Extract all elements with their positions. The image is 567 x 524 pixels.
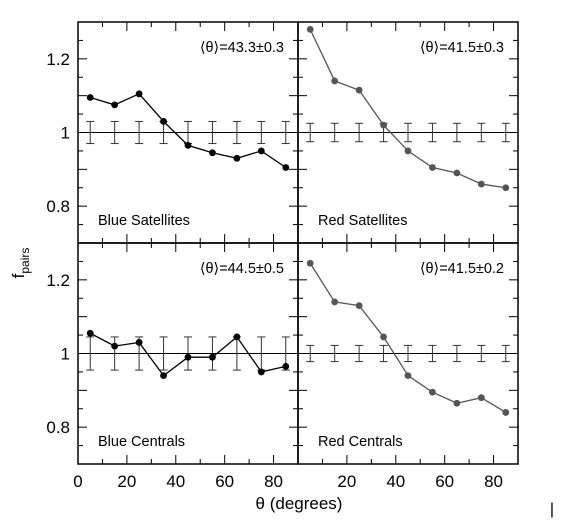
panel-label: Blue Satellites (98, 213, 190, 229)
data-point (135, 90, 143, 98)
y-tick-label: 1 (61, 345, 70, 364)
x-tick-label: 60 (435, 472, 454, 491)
data-point (306, 25, 314, 33)
x-tick-label: 60 (215, 472, 234, 491)
data-point (355, 86, 363, 94)
x-axis-title: θ (degrees) (256, 494, 343, 513)
data-point (453, 169, 461, 177)
y-tick-label: 0.8 (46, 197, 70, 216)
stray-mark: | (550, 501, 554, 518)
data-point (477, 394, 485, 402)
series-line (309, 262, 507, 413)
panel-top-left: 0.8 1 1.2 Blue Satellites ⟨θ⟩=43.3±0.3 (46, 21, 299, 244)
data-point (282, 164, 290, 171)
x-tick-label: 40 (386, 472, 405, 491)
x-tick-label: 80 (264, 472, 283, 491)
x-tick-label: 0 (73, 472, 82, 491)
y-axis-title-sub: pairs (18, 248, 32, 274)
data-point (404, 372, 412, 379)
data-point (331, 298, 339, 306)
data-point (86, 329, 94, 337)
x-tick-label: 40 (166, 472, 185, 491)
data-point (380, 333, 387, 341)
y-tick-label: 0.8 (46, 418, 70, 437)
data-point (429, 388, 436, 396)
panel-bottom-left: 0.8 1 1.2 0 20 40 60 80 Blue Centrals ⟨θ⟩=44.5±0.… (46, 242, 299, 491)
panel-top-right: Red Satellites ⟨θ⟩=41.5±0.3 (297, 21, 519, 244)
data-point (233, 333, 241, 341)
y-tick-label: 1.2 (46, 50, 70, 69)
data-point (380, 121, 387, 129)
data-point (184, 353, 192, 361)
mean-theta-annotation: ⟨θ⟩=43.3±0.3 (200, 40, 284, 56)
data-point (111, 342, 119, 350)
data-point (257, 368, 265, 376)
data-point (209, 353, 216, 361)
data-point (160, 118, 167, 125)
y-tick-label: 1 (61, 124, 70, 143)
mean-theta-annotation: ⟨θ⟩=41.5±0.2 (420, 261, 504, 277)
data-point (184, 141, 192, 149)
data-point (355, 302, 363, 310)
data-point (257, 147, 265, 155)
data-point (111, 101, 119, 109)
data-point (86, 94, 94, 101)
data-point (233, 154, 241, 162)
data-point (331, 77, 339, 85)
data-point (429, 164, 436, 171)
x-tick-label: 20 (337, 472, 356, 491)
panel-label: Red Centrals (318, 434, 403, 450)
data-point (453, 399, 461, 407)
data-point (135, 339, 143, 346)
mean-theta-annotation: ⟨θ⟩=41.5±0.3 (420, 40, 504, 56)
data-point (306, 259, 314, 267)
y-tick-label: 1.2 (46, 271, 70, 290)
x-tick-label: 20 (117, 472, 136, 491)
panel-label: Blue Centrals (98, 434, 185, 450)
data-point (160, 372, 167, 379)
data-point (209, 149, 216, 157)
y-axis-title: fpairs (9, 248, 32, 279)
data-point (282, 362, 290, 370)
mean-theta-annotation: ⟨θ⟩=44.5±0.5 (200, 261, 284, 277)
data-point (502, 184, 510, 192)
x-tick-label: 80 (484, 472, 503, 491)
panel-label: Red Satellites (318, 213, 407, 229)
data-point (404, 147, 412, 155)
panel-bottom-right: 20 40 60 80 Red Centrals ⟨θ⟩=41.5±0.2 (297, 242, 519, 491)
data-point (502, 409, 510, 416)
y-axis-title-main: f (9, 273, 28, 278)
data-point (477, 180, 485, 188)
